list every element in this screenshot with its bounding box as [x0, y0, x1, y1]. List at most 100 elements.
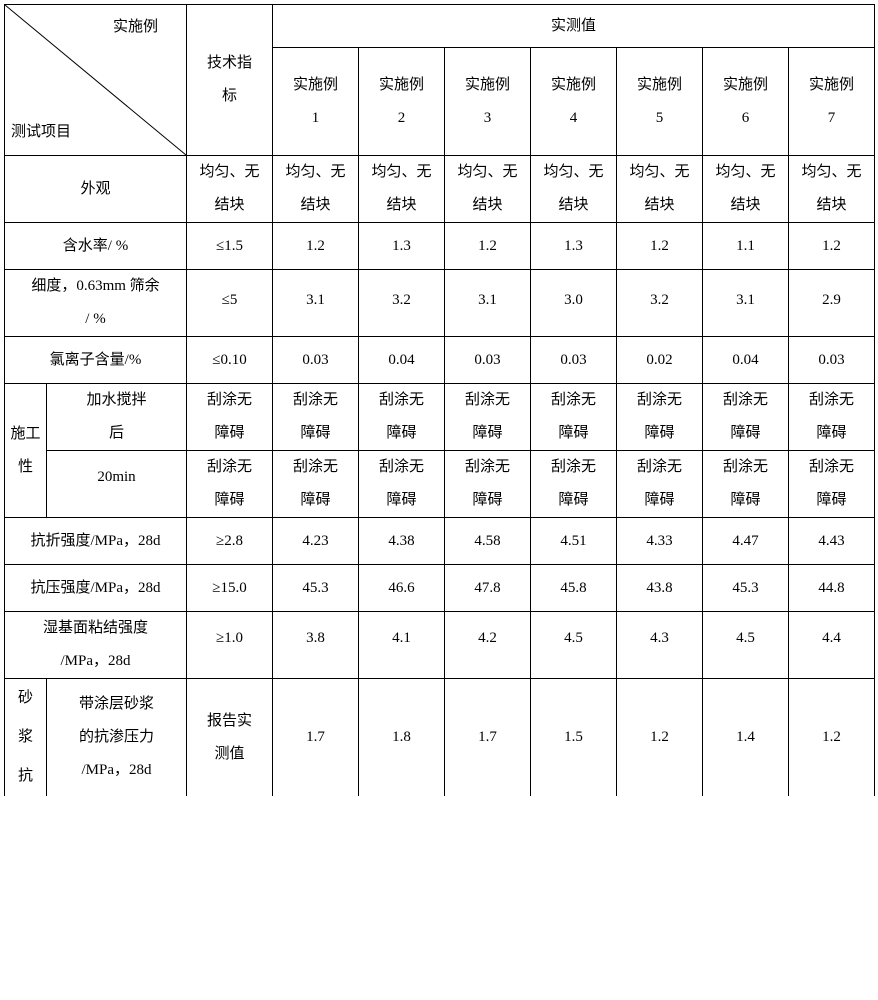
comp-v2: 46.6: [359, 565, 445, 612]
col-ex3: 实施例3: [445, 48, 531, 156]
perm-v5: 1.2: [617, 679, 703, 797]
comp-v6: 45.3: [703, 565, 789, 612]
appearance-v6: 均匀、无结块: [703, 156, 789, 223]
header-row-1: 实施例 测试项目 技术指标 实测值: [5, 5, 875, 48]
row-work-2: 20min 刮涂无障碍 刮涂无障碍 刮涂无障碍 刮涂无障碍 刮涂无障碍 刮涂无障…: [5, 451, 875, 518]
work1-v7: 刮涂无障碍: [789, 384, 875, 451]
water-v2: 1.3: [359, 223, 445, 270]
bond-v6: 4.5: [703, 612, 789, 679]
work1-v2: 刮涂无障碍: [359, 384, 445, 451]
col-ex5: 实施例5: [617, 48, 703, 156]
bond-v3: 4.2: [445, 612, 531, 679]
col-ex4: 实施例4: [531, 48, 617, 156]
chloride-v5: 0.02: [617, 337, 703, 384]
work-sub2: 20min: [47, 451, 187, 518]
fineness-spec: ≤5: [187, 270, 273, 337]
perm-spec: 报告实测值: [187, 679, 273, 797]
flex-v6: 4.47: [703, 518, 789, 565]
flex-v2: 4.38: [359, 518, 445, 565]
fineness-v7: 2.9: [789, 270, 875, 337]
bond-v2: 4.1: [359, 612, 445, 679]
fineness-v1: 3.1: [273, 270, 359, 337]
bond-v7: 4.4: [789, 612, 875, 679]
bond-label: 湿基面粘结强度/MPa，28d: [5, 612, 187, 679]
data-table: 实施例 测试项目 技术指标 实测值 实施例1 实施例2 实施例3 实施例4 实施…: [4, 4, 875, 796]
chloride-v2: 0.04: [359, 337, 445, 384]
perm-v7: 1.2: [789, 679, 875, 797]
fineness-v4: 3.0: [531, 270, 617, 337]
perm-v3: 1.7: [445, 679, 531, 797]
row-chloride: 氯离子含量/% ≤0.10 0.03 0.04 0.03 0.03 0.02 0…: [5, 337, 875, 384]
comp-v7: 44.8: [789, 565, 875, 612]
row-bond: 湿基面粘结强度/MPa，28d ≥1.0 3.8 4.1 4.2 4.5 4.3…: [5, 612, 875, 679]
chloride-spec: ≤0.10: [187, 337, 273, 384]
row-comp: 抗压强度/MPa，28d ≥15.0 45.3 46.6 47.8 45.8 4…: [5, 565, 875, 612]
work1-v5: 刮涂无障碍: [617, 384, 703, 451]
work1-v4: 刮涂无障碍: [531, 384, 617, 451]
flex-v5: 4.33: [617, 518, 703, 565]
row-water: 含水率/ % ≤1.5 1.2 1.3 1.2 1.3 1.2 1.1 1.2: [5, 223, 875, 270]
fineness-v2: 3.2: [359, 270, 445, 337]
bond-v1: 3.8: [273, 612, 359, 679]
row-flex: 抗折强度/MPa，28d ≥2.8 4.23 4.38 4.58 4.51 4.…: [5, 518, 875, 565]
chloride-v4: 0.03: [531, 337, 617, 384]
work-spec1: 刮涂无障碍: [187, 384, 273, 451]
appearance-v1: 均匀、无结块: [273, 156, 359, 223]
bond-v5: 4.3: [617, 612, 703, 679]
comp-spec: ≥15.0: [187, 565, 273, 612]
perm-v2: 1.8: [359, 679, 445, 797]
chloride-label: 氯离子含量/%: [5, 337, 187, 384]
water-v5: 1.2: [617, 223, 703, 270]
col-ex1: 实施例1: [273, 48, 359, 156]
perm-v6: 1.4: [703, 679, 789, 797]
row-work-1: 施工性 加水搅拌后 刮涂无障碍 刮涂无障碍 刮涂无障碍 刮涂无障碍 刮涂无障碍 …: [5, 384, 875, 451]
flex-v7: 4.43: [789, 518, 875, 565]
work-spec2: 刮涂无障碍: [187, 451, 273, 518]
chloride-v6: 0.04: [703, 337, 789, 384]
perm-sub: 带涂层砂浆的抗渗压力/MPa，28d: [47, 679, 187, 797]
perm-v4: 1.5: [531, 679, 617, 797]
work2-v2: 刮涂无障碍: [359, 451, 445, 518]
work1-v1: 刮涂无障碍: [273, 384, 359, 451]
appearance-v3: 均匀、无结块: [445, 156, 531, 223]
work2-v3: 刮涂无障碍: [445, 451, 531, 518]
row-perm: 砂浆抗 带涂层砂浆的抗渗压力/MPa，28d 报告实测值 1.7 1.8 1.7…: [5, 679, 875, 797]
work2-v7: 刮涂无障碍: [789, 451, 875, 518]
water-v4: 1.3: [531, 223, 617, 270]
work-sub1: 加水搅拌后: [47, 384, 187, 451]
appearance-v4: 均匀、无结块: [531, 156, 617, 223]
chloride-v3: 0.03: [445, 337, 531, 384]
diagonal-header: 实施例 测试项目: [5, 5, 187, 156]
diag-top-label: 实施例: [113, 11, 158, 44]
chloride-v1: 0.03: [273, 337, 359, 384]
flex-spec: ≥2.8: [187, 518, 273, 565]
appearance-label: 外观: [5, 156, 187, 223]
work-group: 施工性: [5, 384, 47, 518]
appearance-v7: 均匀、无结块: [789, 156, 875, 223]
work2-v1: 刮涂无障碍: [273, 451, 359, 518]
fineness-v5: 3.2: [617, 270, 703, 337]
col-ex6: 实施例6: [703, 48, 789, 156]
chloride-v7: 0.03: [789, 337, 875, 384]
perm-v1: 1.7: [273, 679, 359, 797]
measured-header: 实测值: [273, 5, 875, 48]
work2-v5: 刮涂无障碍: [617, 451, 703, 518]
row-appearance: 外观 均匀、无结块 均匀、无结块 均匀、无结块 均匀、无结块 均匀、无结块 均匀…: [5, 156, 875, 223]
water-v1: 1.2: [273, 223, 359, 270]
water-v3: 1.2: [445, 223, 531, 270]
comp-v1: 45.3: [273, 565, 359, 612]
flex-v3: 4.58: [445, 518, 531, 565]
flex-label: 抗折强度/MPa，28d: [5, 518, 187, 565]
water-v7: 1.2: [789, 223, 875, 270]
col-ex7: 实施例7: [789, 48, 875, 156]
appearance-v5: 均匀、无结块: [617, 156, 703, 223]
diag-bot-label: 测试项目: [11, 116, 71, 149]
water-label: 含水率/ %: [5, 223, 187, 270]
work1-v3: 刮涂无障碍: [445, 384, 531, 451]
comp-v5: 43.8: [617, 565, 703, 612]
comp-label: 抗压强度/MPa，28d: [5, 565, 187, 612]
bond-v4: 4.5: [531, 612, 617, 679]
row-fineness: 细度，0.63mm 筛余/ % ≤5 3.1 3.2 3.1 3.0 3.2 3…: [5, 270, 875, 337]
comp-v3: 47.8: [445, 565, 531, 612]
spec-header: 技术指标: [187, 5, 273, 156]
